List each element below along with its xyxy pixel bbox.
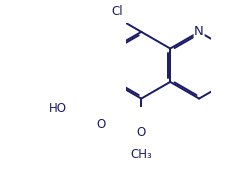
Text: O: O xyxy=(137,126,146,139)
Text: Cl: Cl xyxy=(112,5,123,18)
Text: CH₃: CH₃ xyxy=(131,148,152,161)
Text: O: O xyxy=(97,118,106,131)
Text: N: N xyxy=(194,25,204,38)
Text: HO: HO xyxy=(49,102,67,115)
